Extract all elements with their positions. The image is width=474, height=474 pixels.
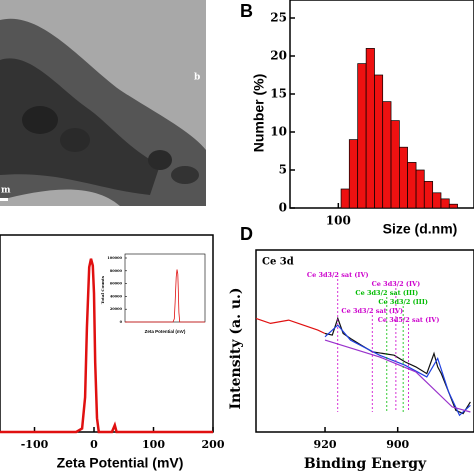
x-tick-label: 200 (202, 438, 225, 451)
bar (440, 198, 450, 209)
y-tick-label: 80000 (110, 269, 123, 273)
y-tick-label: 0 (279, 201, 287, 215)
overlay-label: b (194, 73, 200, 83)
data-line (125, 269, 205, 323)
y-axis-label: Total Counts (100, 275, 105, 304)
y-tick-label: 60000 (110, 282, 123, 286)
annotation: Ce 3d3/2 (IV) (372, 280, 421, 288)
x-tick-label: 900 (386, 438, 409, 451)
y-tick-label: 0 (120, 320, 123, 324)
x-tick-label: -100 (21, 438, 49, 451)
subtitle: Ce 3d (262, 257, 294, 268)
x-tick-label: 920 (314, 438, 337, 451)
x-tick-label: 100 (142, 438, 165, 451)
y-axis-label: Intensity (a. u.) (228, 287, 244, 409)
y-tick-label: 5 (279, 163, 287, 177)
axes-frame (255, 249, 474, 433)
bar (448, 203, 458, 209)
bar (340, 188, 350, 209)
data-line (324, 324, 471, 417)
y-tick-label: 40000 (110, 294, 123, 298)
bar (423, 181, 434, 209)
annotation: Ce 3d3/2 sat (III) (355, 289, 418, 297)
bar (399, 146, 408, 209)
y-tick-label: 20000 (110, 307, 123, 311)
annotation: Ce 3d3/2 (III) (378, 298, 428, 306)
y-tick-label: 20 (270, 49, 287, 63)
bar (407, 162, 417, 209)
y-tick-label: 15 (270, 87, 287, 101)
bar (348, 139, 359, 209)
y-axis-label: Number (%) (251, 74, 267, 153)
panel-label: B (240, 1, 253, 21)
panel-label: D (240, 224, 253, 244)
y-tick-label: 25 (270, 11, 287, 25)
bar (415, 169, 425, 209)
data-line (324, 316, 471, 415)
bar (382, 101, 392, 209)
bar (374, 74, 384, 209)
x-axis-label: Zeta Potential (mV) (145, 329, 186, 334)
x-tick-label: 0 (90, 438, 98, 451)
data-line (255, 317, 326, 335)
annotation: Ce 3d3/2 sat (IV) (341, 307, 403, 315)
x-tick-label: 100 (326, 214, 351, 228)
y-tick-label: 10 (270, 125, 287, 139)
x-axis-label: Zeta Potential (mV) (57, 455, 184, 471)
x-axis-label: Binding Energy (304, 456, 427, 472)
bar (432, 192, 442, 209)
bar (390, 120, 400, 209)
axes-frame (124, 253, 206, 323)
scale-bar-label: m (1, 186, 11, 196)
data-line (0, 258, 213, 434)
annotation: Ce 3d3/2 sat (IV) (307, 271, 369, 279)
annotation: Ce 3d5/2 sat (IV) (378, 316, 440, 324)
x-axis-label: Size (d.nm) (383, 221, 458, 237)
y-tick-label: 100000 (107, 256, 122, 260)
tem-image: b m (0, 0, 206, 206)
bar (365, 48, 375, 209)
bar (357, 63, 367, 209)
data-line (324, 339, 471, 413)
